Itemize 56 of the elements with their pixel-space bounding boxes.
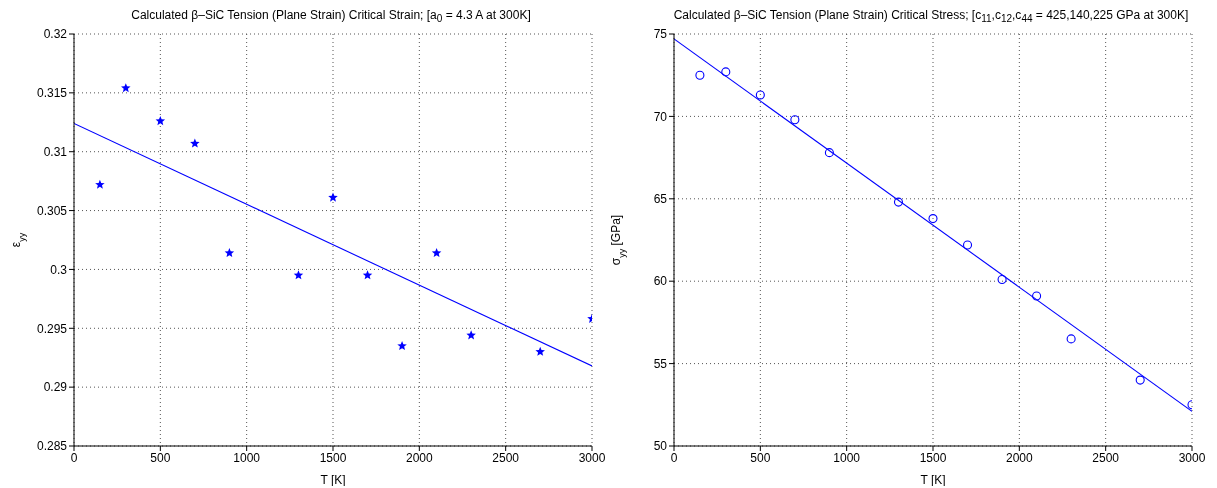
chart-title: Calculated β–SiC Tension (Plane Strain) Critical Stress; [c$_{11}$,c$_{12}$,c$_{44}$ = 425,140,225 GPa at 300K]: [672, 8, 1190, 27]
y-tick-label: 0.295: [36, 321, 68, 336]
x-axis-title: T [K]: [920, 473, 946, 487]
x-tick-label: 0: [670, 450, 678, 465]
point: [997, 275, 1007, 285]
x-tick-label: 3000: [578, 450, 606, 465]
y-tick-label: 65: [653, 192, 668, 207]
x-tick-label: 2500: [1092, 450, 1120, 465]
x-tick-label: 3000: [1178, 450, 1206, 465]
x-tick-label: 1000: [233, 450, 261, 465]
x-tick-label: 0: [70, 450, 78, 465]
x-tick-label: 500: [150, 450, 171, 465]
y-tick-label: 70: [653, 109, 668, 124]
point: [755, 90, 765, 100]
point: [790, 115, 800, 125]
x-tick-label: 2000: [1005, 450, 1033, 465]
y-tick-label: 60: [653, 274, 668, 289]
y-tick-label: 0.315: [36, 86, 68, 101]
chart-title: Calculated β–SiC Tension (Plane Strain) Critical Strain; [a$_{0}$ = 4.3 A at 300K]: [130, 8, 532, 27]
point: [721, 67, 731, 77]
point: [466, 330, 476, 340]
point: [224, 247, 235, 257]
point: [1032, 291, 1042, 301]
y-tick-label: 0.3: [50, 262, 68, 277]
point: [535, 346, 545, 356]
point: [362, 270, 373, 280]
point: [95, 179, 105, 189]
y-tick-label: 50: [653, 439, 668, 454]
point: [190, 138, 200, 148]
point: [121, 83, 131, 93]
point: [397, 340, 407, 350]
y-tick-label: 75: [653, 27, 668, 42]
point: [962, 240, 973, 250]
point: [893, 197, 904, 207]
point: [431, 247, 442, 257]
point: [695, 70, 705, 80]
y-tick-label: 0.285: [36, 439, 68, 454]
x-tick-label: 2000: [405, 450, 433, 465]
point: [1066, 334, 1076, 344]
x-tick-label: 1500: [319, 450, 347, 465]
y-tick-label: 0.32: [43, 27, 68, 42]
point: [293, 270, 304, 280]
x-tick-label: 500: [750, 450, 771, 465]
point: [824, 148, 834, 158]
x-axis-title: T [K]: [320, 473, 346, 487]
point: [928, 214, 938, 224]
y-tick-label: 0.31: [43, 144, 68, 159]
y-tick-label: 0.305: [36, 203, 68, 218]
x-tick-label: 2500: [492, 450, 520, 465]
point: [155, 116, 166, 126]
x-tick-label: 1500: [919, 450, 947, 465]
point: [328, 192, 338, 202]
x-tick-label: 1000: [833, 450, 861, 465]
point: [1135, 375, 1145, 385]
y-tick-label: 55: [653, 356, 668, 371]
y-tick-label: 0.29: [43, 380, 68, 395]
